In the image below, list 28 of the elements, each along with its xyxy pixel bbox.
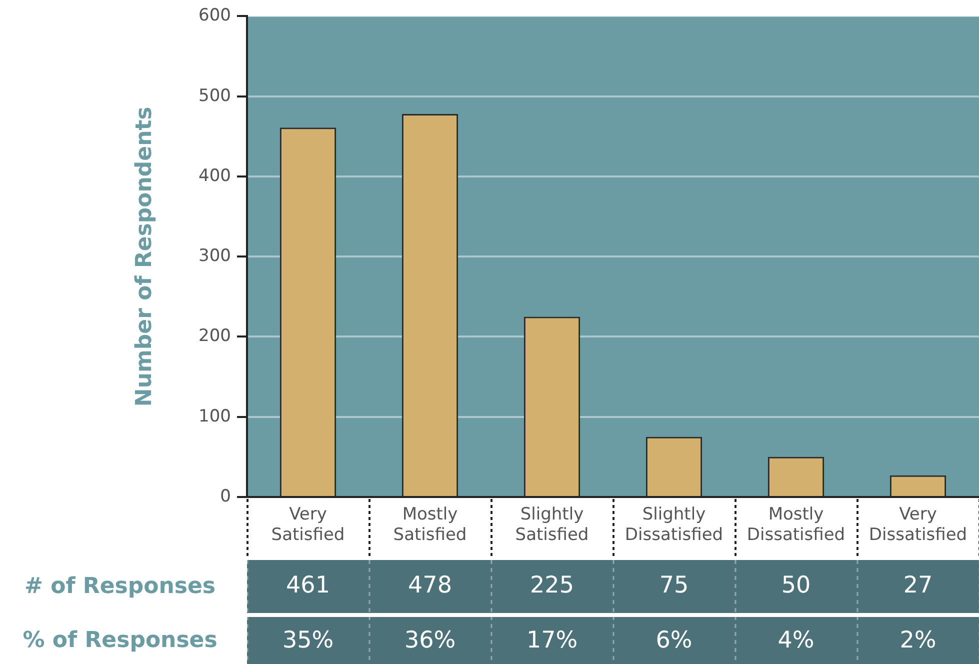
y-tick-label: 300 <box>198 246 231 266</box>
y-tick-label: 0 <box>220 486 231 506</box>
data-label: 27 <box>903 572 933 598</box>
x-tick-label: Mostly Satisfied <box>393 504 467 546</box>
text: % of Responses <box>22 628 218 654</box>
text: 2% <box>900 627 936 654</box>
y-tick-label: 400 <box>198 166 231 186</box>
text: 4% <box>778 627 814 654</box>
x-tick-label: Mostly Dissatisfied <box>746 504 846 546</box>
data-label: 461 <box>286 572 330 598</box>
data-label: 225 <box>530 572 574 598</box>
y-tick-label: 500 <box>198 86 231 106</box>
text: 17% <box>526 627 578 654</box>
text: 36% <box>404 627 456 654</box>
y-axis-title: Number of Respondents <box>132 106 157 407</box>
data-label: 478 <box>408 572 452 598</box>
y-tick-label: 200 <box>198 326 231 346</box>
x-tick-label: Slightly Satisfied <box>515 504 589 546</box>
data-label: 50 <box>781 572 811 598</box>
y-tick-label: 100 <box>198 406 231 426</box>
text: 6% <box>656 627 692 654</box>
x-tick-label: Very Satisfied <box>271 504 345 546</box>
x-tick-label: Very Dissatisfied <box>868 504 968 546</box>
text: 35% <box>282 627 334 654</box>
x-tick-label: Slightly Dissatisfied <box>624 504 724 546</box>
text: # of Responses <box>24 574 216 600</box>
y-tick-label: 600 <box>198 6 231 26</box>
data-label: 75 <box>659 572 689 598</box>
